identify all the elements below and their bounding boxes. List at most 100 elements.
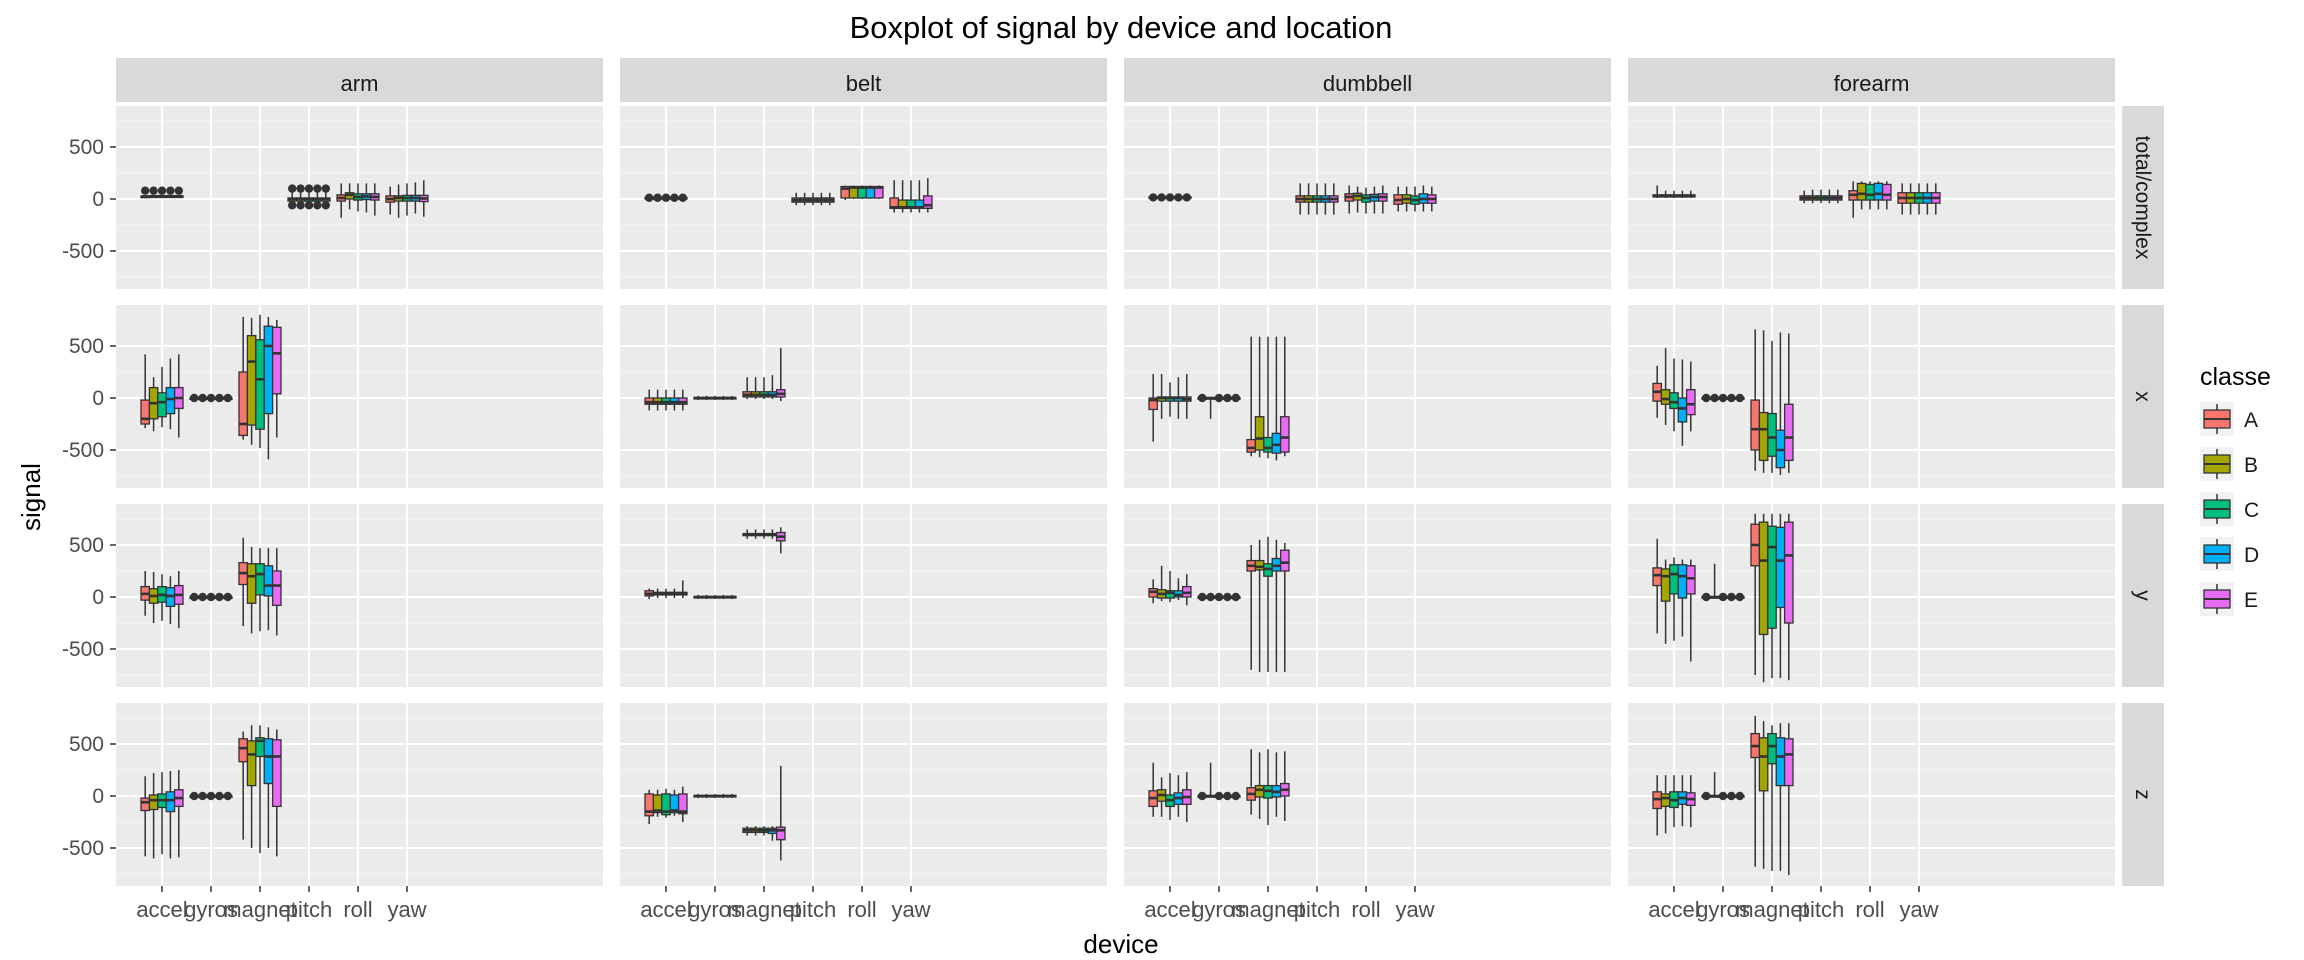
box-E xyxy=(1279,542,1290,672)
facet-panel xyxy=(1628,504,2115,687)
y-tick-label: -500 xyxy=(62,837,104,860)
outlier-point xyxy=(198,393,207,403)
outlier-point xyxy=(190,791,199,801)
box-D xyxy=(1726,592,1737,602)
box-E xyxy=(775,348,786,402)
outlier-point xyxy=(653,193,662,202)
y-tick-label: 0 xyxy=(92,387,104,410)
box-D xyxy=(816,192,827,206)
box-A xyxy=(1197,592,1208,602)
box-C xyxy=(710,594,720,600)
outlier-point xyxy=(1223,592,1232,602)
facet-row-label: z xyxy=(2131,789,2154,800)
x-tick-label: gyros xyxy=(1696,897,1750,922)
box-E xyxy=(1685,190,1696,198)
box-iqr xyxy=(1271,432,1282,454)
box-E xyxy=(1181,574,1192,606)
box-A xyxy=(644,193,655,202)
outlier-point xyxy=(1718,592,1728,602)
legend-item-B: B xyxy=(2200,447,2258,481)
box-B xyxy=(1709,393,1720,403)
box-D xyxy=(1775,332,1786,475)
box-iqr xyxy=(1758,521,1769,636)
box-iqr xyxy=(677,793,688,815)
box-A xyxy=(1701,791,1712,801)
box-A xyxy=(189,791,200,801)
box-E xyxy=(1734,791,1745,801)
box-C xyxy=(1914,183,1924,215)
box-C xyxy=(1718,592,1728,602)
box-E xyxy=(173,770,184,858)
box-A xyxy=(1295,183,1306,215)
box-D xyxy=(165,186,176,199)
box-iqr xyxy=(1783,738,1794,787)
box-D xyxy=(1726,393,1737,403)
outlier-point xyxy=(149,186,158,195)
panel-background xyxy=(620,703,1107,886)
box-D xyxy=(669,389,680,411)
y-tick-label: 500 xyxy=(69,136,104,159)
outlier-point xyxy=(206,791,216,801)
legend-label-E: E xyxy=(2244,589,2258,612)
outlier-point xyxy=(1727,791,1736,801)
panel-background xyxy=(116,703,603,886)
box-iqr xyxy=(1660,389,1671,405)
x-tick-label: roll xyxy=(1351,897,1380,922)
box-A xyxy=(644,588,655,600)
outlier-point xyxy=(1223,791,1232,801)
box-D xyxy=(865,185,876,199)
facet-row-label: y xyxy=(2131,590,2154,601)
box-iqr xyxy=(263,565,274,597)
legend-label-A: A xyxy=(2244,409,2258,432)
box-C xyxy=(1263,536,1273,672)
box-iqr xyxy=(263,325,274,415)
box-B xyxy=(750,377,761,400)
y-tick-label: 0 xyxy=(92,188,104,211)
box-iqr xyxy=(1685,565,1696,595)
box-iqr xyxy=(246,740,257,787)
outlier-point xyxy=(215,592,224,602)
outlier-point xyxy=(678,193,687,202)
legend-item-A: A xyxy=(2200,402,2258,436)
x-tick-label: yaw xyxy=(891,897,930,922)
box-iqr xyxy=(246,563,257,604)
box-A xyxy=(1197,791,1208,801)
facet-label-dumbbell: dumbbell xyxy=(1323,71,1412,96)
box-B xyxy=(1660,775,1671,834)
x-tick-label: pitch xyxy=(1798,897,1844,922)
box-E xyxy=(271,320,282,438)
box-iqr xyxy=(1783,403,1794,462)
outlier-point xyxy=(304,184,314,193)
outlier-point xyxy=(1214,592,1224,602)
facet-panels: arm belt dumbbell forearm total/complex x y z -5… xyxy=(62,58,2164,922)
y-axis-title: signal xyxy=(16,463,46,531)
box-D xyxy=(312,184,323,210)
x-tick-label: accel xyxy=(136,897,187,922)
outlier-point xyxy=(1718,393,1728,403)
outlier-point xyxy=(1206,592,1215,602)
outlier-point xyxy=(1231,791,1241,801)
box-B xyxy=(1205,592,1216,602)
box-C xyxy=(759,377,769,400)
facet-label-forearm: forearm xyxy=(1834,71,1910,96)
panel-background xyxy=(1628,703,2115,886)
outlier-point xyxy=(166,186,175,195)
box-E xyxy=(1279,336,1290,457)
y-tick-label: 500 xyxy=(69,335,104,358)
box-E xyxy=(1377,185,1388,214)
box-iqr xyxy=(1881,183,1892,201)
box-C xyxy=(1669,775,1679,828)
box-A xyxy=(1148,374,1159,442)
box-D xyxy=(214,592,225,602)
facet-strip-row xyxy=(2122,106,2164,289)
box-E xyxy=(1181,772,1192,822)
box-A xyxy=(140,186,151,199)
box-E xyxy=(222,393,233,403)
box-E xyxy=(320,184,331,210)
outlier-point xyxy=(1735,592,1745,602)
box-E xyxy=(677,193,688,202)
box-D xyxy=(767,375,778,400)
box-iqr xyxy=(238,738,249,763)
outlier-point xyxy=(198,592,207,602)
outlier-point xyxy=(296,184,305,193)
